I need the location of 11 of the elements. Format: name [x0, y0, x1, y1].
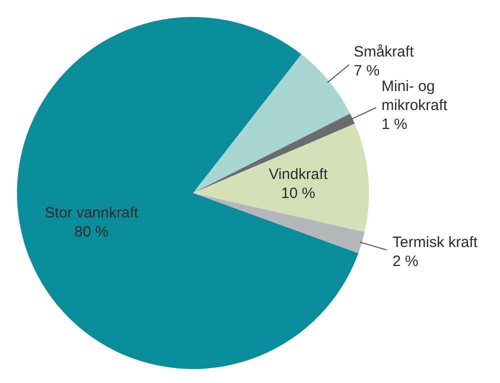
slice-label: Termisk kraft	[392, 234, 478, 251]
data-label: 80 %	[74, 223, 109, 240]
data-label: 1 %	[382, 116, 408, 133]
slice-label: Mini- og mikrokraft	[382, 78, 448, 114]
slice-label: Småkraft	[354, 42, 415, 60]
slice-label: Vindkraft	[268, 165, 328, 182]
pie-slice	[193, 124, 369, 232]
slice-label: Stor vannkraft	[44, 204, 140, 222]
data-label: 7 %	[354, 62, 380, 79]
data-label: 10 %	[281, 184, 316, 202]
data-label: 2 %	[392, 252, 418, 270]
